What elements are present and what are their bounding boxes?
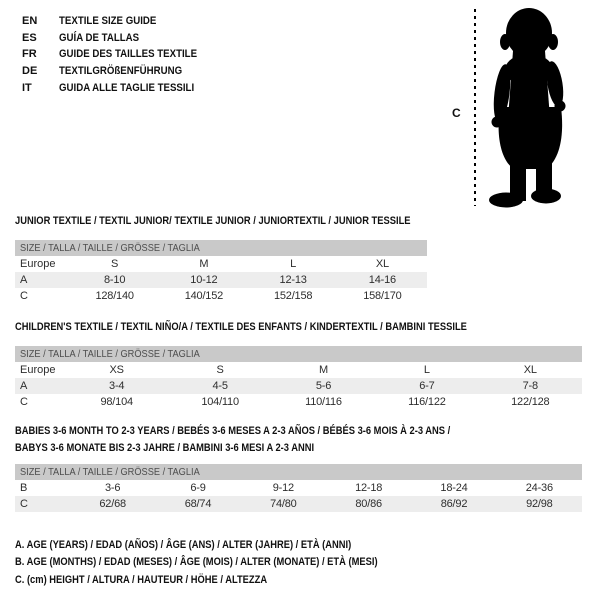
size-header-bar: SIZE / TALLA / TAILLE / GRÖSSE / TAGLIA — [15, 346, 582, 362]
size-cell: L — [423, 364, 430, 376]
row-label: B — [20, 482, 28, 494]
height-cell: 74/80 — [270, 498, 297, 510]
language-guide-title: TEXTILGRÖßENFÜHRUNG — [59, 65, 183, 78]
height-cell: 158/170 — [363, 290, 402, 302]
height-cell: 68/74 — [184, 498, 212, 510]
height-cell: 116/122 — [408, 396, 446, 408]
language-guide-title: TEXTILE SIZE GUIDE — [59, 15, 157, 28]
note-text: A. AGE (YEARS) / EDAD (AÑOS) / ÂGE (ANS)… — [15, 539, 352, 551]
note-text: C. (cm) HEIGHT / ALTURA / HAUTEUR / HÖHE… — [15, 573, 268, 586]
row-label: C — [20, 290, 28, 302]
table-row-height: C 128/140 140/152 152/158 158/170 — [15, 288, 427, 304]
note-age-months: B. AGE (MONTHS) / EDAD (MESES) / ÂGE (MO… — [15, 554, 442, 571]
height-cell: 62/68 — [99, 498, 126, 510]
height-cell: 104/110 — [201, 396, 239, 408]
age-cell: 18-24 — [440, 482, 468, 494]
legend-notes: A. AGE (YEARS) / EDAD (AÑOS) / ÂGE (ANS)… — [15, 537, 442, 589]
size-cell: S — [216, 364, 224, 376]
table-row-height: C 62/68 68/74 74/80 80/86 86/92 92/98 — [15, 496, 582, 512]
junior-textile-section: JUNIOR TEXTILE / TEXTIL JUNIOR/ TEXTILE … — [15, 214, 427, 304]
language-code: EN — [22, 15, 38, 28]
height-cell: 152/158 — [273, 290, 313, 302]
children-textile-section: CHILDREN'S TEXTILE / TEXTIL NIÑO/A / TEX… — [15, 320, 582, 410]
age-cell: 24-36 — [525, 482, 553, 494]
age-cell: 10-12 — [190, 274, 218, 286]
height-cell: 92/98 — [526, 498, 553, 510]
height-cell: 122/128 — [511, 396, 550, 408]
language-guide-title: GUIDE DES TAILLES TEXTILE — [59, 48, 198, 61]
row-label: C — [20, 498, 28, 510]
height-cell: 98/104 — [100, 396, 133, 408]
age-cell: 12-18 — [355, 482, 383, 494]
note-text: B. AGE (MONTHS) / EDAD (MESES) / ÂGE (MO… — [15, 556, 378, 569]
height-cell: 110/116 — [305, 396, 342, 408]
language-code: FR — [22, 48, 37, 61]
babies-textile-section: BABIES 3-6 MONTH TO 2-3 YEARS / BEBÉS 3-… — [15, 424, 582, 512]
age-cell: 3-6 — [105, 482, 121, 494]
size-cell: XL — [523, 364, 537, 376]
table-row-europe: Europe XS S M L XL — [15, 362, 582, 378]
height-cell: 140/152 — [184, 290, 224, 302]
row-label: A — [20, 274, 28, 286]
row-label: Europe — [20, 364, 56, 376]
language-row-de: DE TEXTILGRÖßENFÜHRUNG — [22, 63, 216, 80]
note-height-cm: C. (cm) HEIGHT / ALTURA / HAUTEUR / HÖHE… — [15, 572, 442, 589]
section-title: CHILDREN'S TEXTILE / TEXTIL NIÑO/A / TEX… — [15, 320, 582, 334]
section-title-line2: BABYS 3-6 MONATE BIS 2-3 JAHRE / BAMBINI… — [15, 441, 582, 455]
age-cell: 8-10 — [104, 274, 126, 286]
age-cell: 14-16 — [368, 274, 396, 286]
age-cell: 6-7 — [419, 380, 435, 392]
table-row-europe: Europe S M L XL — [15, 256, 427, 272]
language-code: ES — [22, 31, 37, 44]
language-guide-title: GUIDA ALLE TAGLIE TESSILI — [59, 81, 195, 94]
age-cell: 6-9 — [190, 482, 206, 494]
row-label: A — [20, 380, 28, 392]
table-row-age: A 8-10 10-12 12-13 14-16 — [15, 272, 427, 288]
size-cell: XL — [375, 258, 389, 270]
note-age-years: A. AGE (YEARS) / EDAD (AÑOS) / ÂGE (ANS)… — [15, 537, 442, 554]
height-measure-label: C — [452, 106, 461, 120]
baby-silhouette-icon — [489, 8, 566, 208]
language-row-it: IT GUIDA ALLE TAGLIE TESSILI — [22, 79, 216, 96]
section-title-text: CHILDREN'S TEXTILE / TEXTIL NIÑO/A / TEX… — [15, 321, 467, 333]
row-label: C — [20, 396, 28, 408]
height-cell: 128/140 — [95, 290, 134, 302]
size-header-bar: SIZE / TALLA / TAILLE / GRÖSSE / TAGLIA — [15, 464, 582, 480]
table-row-age: A 3-4 4-5 5-6 6-7 7-8 — [15, 378, 582, 394]
height-dashed-line — [474, 9, 476, 206]
language-guide-title: GUÍA DE TALLAS — [59, 31, 140, 44]
language-row-fr: FR GUIDE DES TAILLES TEXTILE — [22, 46, 216, 63]
language-code: IT — [22, 81, 32, 94]
height-cell: 80/86 — [355, 498, 382, 510]
section-title-text: BABIES 3-6 MONTH TO 2-3 YEARS / BEBÉS 3-… — [15, 425, 451, 437]
size-cell: L — [290, 258, 297, 270]
height-cell: 86/92 — [440, 498, 468, 510]
language-row-en: EN TEXTILE SIZE GUIDE — [22, 13, 216, 30]
table-row-height: C 98/104 104/110 110/116 116/122 122/128 — [15, 394, 582, 410]
language-code: DE — [22, 65, 38, 78]
age-cell: 9-12 — [272, 482, 294, 494]
size-cell: M — [199, 258, 209, 270]
age-cell: 7-8 — [522, 380, 539, 392]
section-title-text: BABYS 3-6 MONATE BIS 2-3 JAHRE / BAMBINI… — [15, 442, 315, 454]
age-cell: 4-5 — [212, 380, 228, 392]
size-header-text: SIZE / TALLA / TAILLE / GRÖSSE / TAGLIA — [20, 242, 200, 254]
section-title-line1: BABIES 3-6 MONTH TO 2-3 YEARS / BEBÉS 3-… — [15, 424, 582, 438]
size-header-bar: SIZE / TALLA / TAILLE / GRÖSSE / TAGLIA — [15, 240, 427, 256]
size-cell: M — [319, 364, 328, 376]
size-cell: XS — [109, 364, 124, 376]
section-title: JUNIOR TEXTILE / TEXTIL JUNIOR/ TEXTILE … — [15, 214, 427, 228]
age-cell: 12-13 — [279, 274, 307, 286]
table-row-age-months: B 3-6 6-9 9-12 12-18 18-24 24-36 — [15, 480, 582, 496]
age-cell: 5-6 — [315, 380, 332, 392]
size-header-text: SIZE / TALLA / TAILLE / GRÖSSE / TAGLIA — [20, 348, 200, 360]
size-header-text: SIZE / TALLA / TAILLE / GRÖSSE / TAGLIA — [20, 466, 200, 478]
size-cell: S — [111, 258, 119, 270]
language-row-es: ES GUÍA DE TALLAS — [22, 30, 216, 47]
row-label: Europe — [20, 258, 56, 270]
age-cell: 3-4 — [109, 380, 125, 392]
language-title-list: EN TEXTILE SIZE GUIDE ES GUÍA DE TALLAS … — [22, 13, 216, 96]
section-title-text: JUNIOR TEXTILE / TEXTIL JUNIOR/ TEXTILE … — [15, 215, 411, 227]
